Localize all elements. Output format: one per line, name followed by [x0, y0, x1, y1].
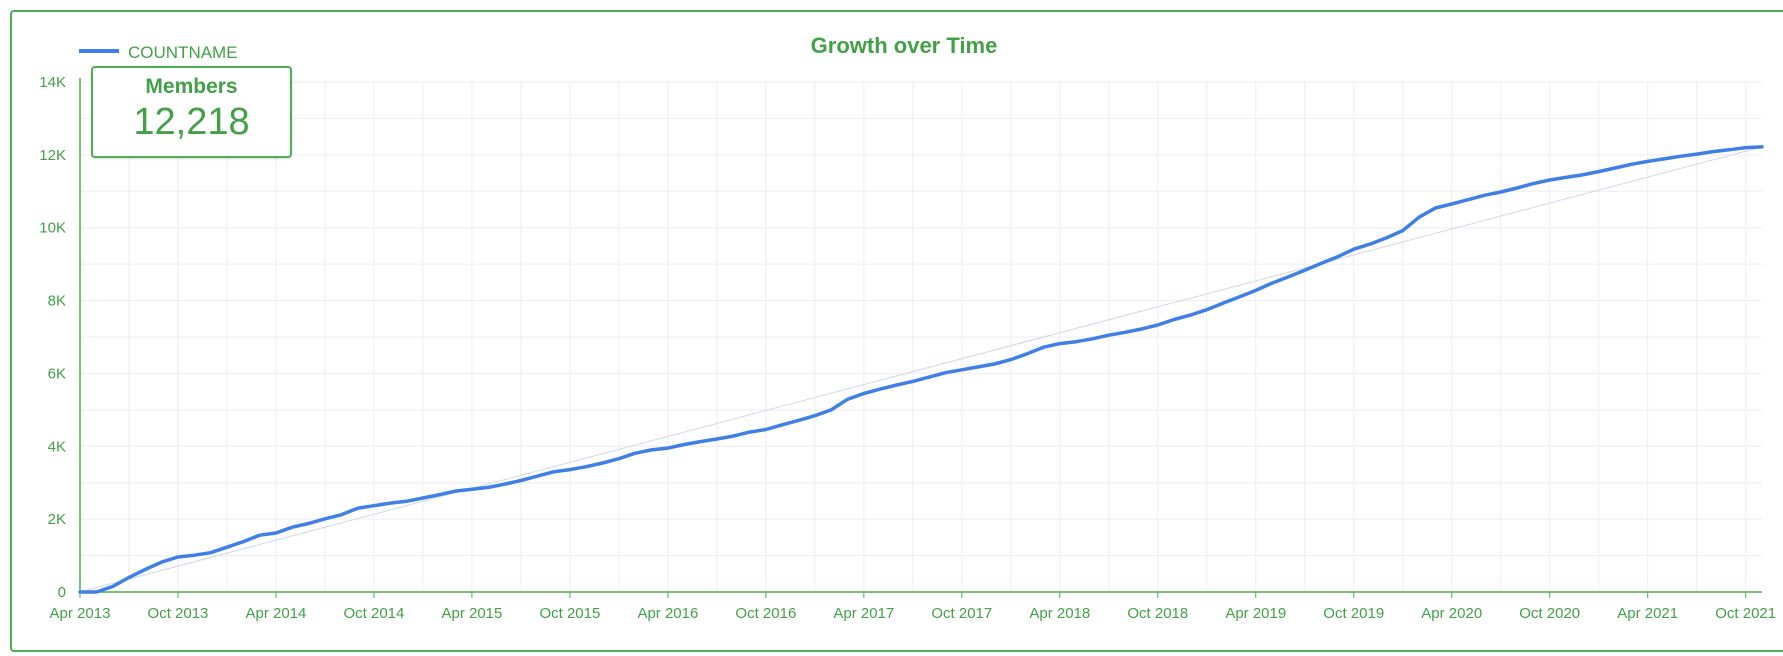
x-tick-label: Oct 2021 — [1715, 605, 1776, 622]
members-scorecard: Members 12,218 — [91, 66, 292, 158]
scorecard-value: 12,218 — [133, 101, 250, 143]
y-tick-label: 14K — [39, 74, 66, 91]
tick-labels: 0 2K 4K 6K 8K 10K 12K 14K Apr 2013 Oct 2013 Apr 20… — [39, 74, 1776, 622]
x-tick-label: Apr 2019 — [1225, 605, 1286, 622]
series-layer — [78, 145, 1764, 594]
y-tick-label: 12K — [39, 147, 66, 164]
x-tick-label: Oct 2019 — [1323, 605, 1384, 622]
x-tick-label: Apr 2020 — [1421, 605, 1482, 622]
x-tick-label: Apr 2017 — [833, 605, 894, 622]
x-tick-label: Oct 2018 — [1127, 605, 1188, 622]
axes — [79, 78, 1762, 598]
x-tick-label: Oct 2017 — [931, 605, 992, 622]
x-tick-label: Oct 2016 — [735, 605, 796, 622]
x-tick-label: Apr 2013 — [50, 605, 111, 622]
scorecard-label: Members — [145, 75, 238, 98]
x-tick-label: Apr 2021 — [1617, 605, 1678, 622]
trend-line — [79, 146, 1763, 593]
legend-label: COUNTNAME — [128, 43, 238, 62]
y-tick-label: 2K — [48, 511, 66, 528]
x-tick-label: Apr 2015 — [441, 605, 502, 622]
y-tick-label: 4K — [48, 438, 66, 455]
x-tick-label: Oct 2020 — [1519, 605, 1580, 622]
y-tick-label: 0 — [58, 584, 66, 601]
y-tick-label: 6K — [48, 365, 66, 382]
x-tick-label: Apr 2018 — [1029, 605, 1090, 622]
chart-card — [10, 10, 1783, 652]
y-tick-label: 8K — [48, 293, 66, 310]
x-tick-label: Oct 2015 — [539, 605, 600, 622]
x-tick-label: Oct 2014 — [344, 605, 405, 622]
x-tick-label: Oct 2013 — [148, 605, 209, 622]
series-line-countname — [78, 145, 1764, 594]
y-tick-label: 10K — [39, 220, 66, 237]
x-tick-label: Apr 2014 — [246, 605, 307, 622]
legend[interactable]: COUNTNAME — [79, 43, 238, 62]
chart-title: Growth over Time — [811, 33, 998, 58]
x-tick-label: Apr 2016 — [637, 605, 698, 622]
